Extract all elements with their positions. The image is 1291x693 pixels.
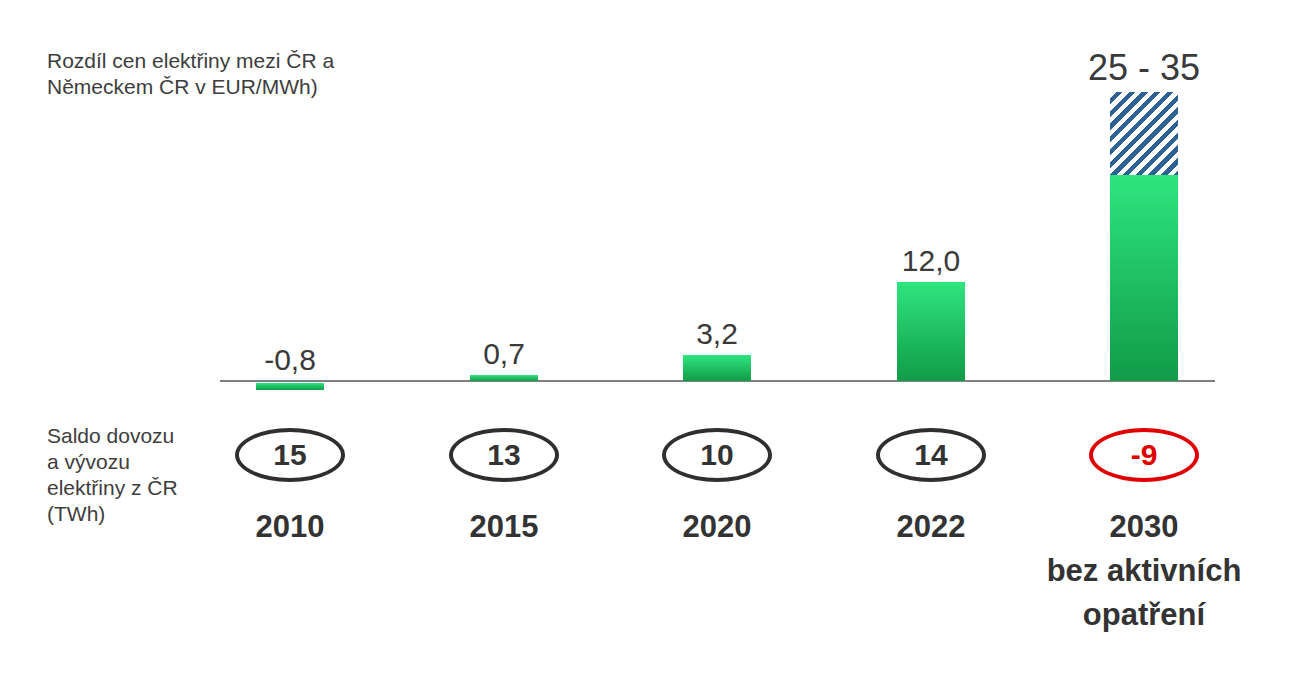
year-label-2030: 2030 bez aktivních opatření [1034,505,1254,637]
column-2015: 0,7 13 2015 [394,0,614,693]
value-label-2022: 12,0 [831,243,1031,279]
saldo-value-2020: 10 [700,438,733,472]
year-note-line-1: bez aktivních [1034,549,1254,593]
year-label-2022: 2022 [821,505,1041,549]
column-2020: 3,2 10 2020 [607,0,827,693]
bar-2030-hatched-range [1110,92,1178,175]
saldo-value-2022: 14 [914,438,947,472]
column-2010: -0,8 15 2010 [180,0,400,693]
bar-2010 [256,383,324,390]
value-label-2020: 3,2 [617,316,817,352]
saldo-value-2010: 15 [273,438,306,472]
value-label-2030: 25 - 35 [1044,47,1244,89]
slide-canvas: Rozdíl cen elektřiny mezi ČR a Německem … [0,0,1291,693]
bar-2020 [683,355,751,381]
saldo-badge-2022: 14 [876,428,986,482]
bar-2022 [897,282,965,381]
bar-2015 [470,375,538,381]
year-text-2015: 2015 [394,505,614,549]
value-label-2015: 0,7 [404,336,604,372]
value-label-2010: -0,8 [190,342,390,378]
year-text-2020: 2020 [607,505,827,549]
year-text-2010: 2010 [180,505,400,549]
saldo-badge-2010: 15 [235,428,345,482]
year-text-2030: 2030 [1034,505,1254,549]
year-label-2020: 2020 [607,505,827,549]
year-text-2022: 2022 [821,505,1041,549]
saldo-badge-2015: 13 [449,428,559,482]
saldo-badge-2030: -9 [1089,428,1199,482]
saldo-value-2015: 13 [487,438,520,472]
year-label-2015: 2015 [394,505,614,549]
saldo-badge-2020: 10 [662,428,772,482]
bar-2030 [1110,175,1178,381]
year-note-line-2: opatření [1034,593,1254,637]
year-label-2010: 2010 [180,505,400,549]
saldo-value-2030: -9 [1131,438,1158,472]
column-2022: 12,0 14 2022 [821,0,1041,693]
column-2030: 25 - 35 -9 2030 bez aktivních opatření [1034,0,1254,693]
